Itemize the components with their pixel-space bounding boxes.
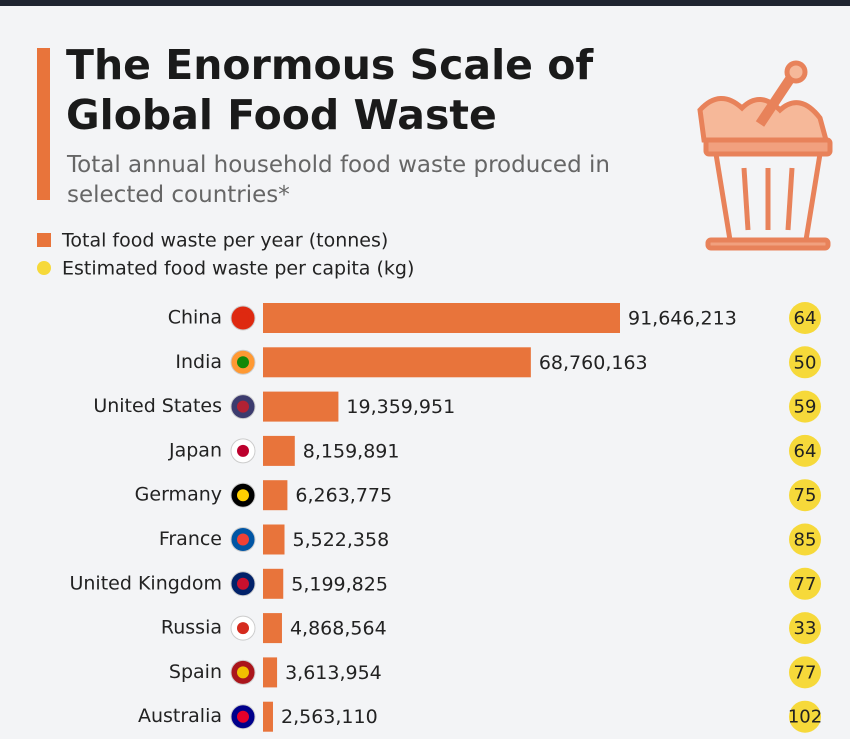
- bar: [263, 435, 295, 466]
- value-label: 4,868,564: [290, 618, 387, 640]
- value-label: 68,760,163: [539, 352, 648, 374]
- bar: [263, 303, 620, 333]
- category-label: Germany: [135, 484, 222, 506]
- category-label: Spain: [169, 661, 222, 683]
- value-label: 5,522,358: [293, 529, 390, 551]
- bar: [263, 701, 273, 732]
- per-capita-label: 102: [788, 707, 822, 728]
- flag: [237, 400, 249, 413]
- flag: [237, 533, 249, 546]
- value-label: 5,199,825: [291, 573, 388, 595]
- per-capita-dot: [789, 346, 821, 379]
- category-label: France: [159, 528, 222, 550]
- per-capita-label: 33: [794, 618, 817, 639]
- trash-icon: [697, 60, 833, 251]
- category-label: United States: [93, 395, 222, 417]
- legend-swatch: [37, 261, 51, 275]
- title-accent: [37, 48, 50, 200]
- chart-title: The Enormous Scale of Global Food Waste: [66, 41, 594, 139]
- per-capita-dot: [789, 523, 821, 556]
- flag: [237, 312, 249, 324]
- flag: [237, 444, 249, 457]
- flag: [237, 356, 249, 369]
- per-capita-dot: [789, 434, 821, 467]
- value-label: 6,263,775: [295, 485, 392, 507]
- per-capita-label: 77: [794, 662, 817, 683]
- bar: [263, 391, 339, 422]
- per-capita-label: 50: [794, 352, 817, 373]
- value-label: 19,359,951: [346, 396, 455, 418]
- per-capita-dot: [789, 479, 821, 512]
- bar: [263, 568, 284, 599]
- flag: [237, 710, 249, 723]
- category-label: Australia: [138, 705, 222, 727]
- category-label: India: [175, 351, 222, 373]
- per-capita-dot: [789, 612, 821, 645]
- flag: [237, 622, 249, 635]
- per-capita-label: 77: [794, 574, 817, 595]
- value-label: 2,563,110: [281, 706, 378, 728]
- per-capita-label: 64: [794, 441, 817, 462]
- category-label: United Kingdom: [69, 572, 222, 594]
- chart-subtitle: Total annual household food waste produc…: [67, 152, 610, 208]
- per-capita-label: 85: [794, 530, 817, 551]
- value-label: 8,159,891: [303, 440, 400, 462]
- per-capita-label: 75: [794, 485, 817, 506]
- flag: [237, 666, 249, 679]
- flag: [237, 577, 249, 590]
- category-label: China: [168, 307, 222, 329]
- legend-swatch: [37, 233, 51, 247]
- bar: [263, 657, 278, 688]
- bar: [263, 347, 531, 378]
- value-label: 91,646,213: [628, 308, 737, 330]
- bar: [263, 480, 288, 511]
- per-capita-dot: [789, 390, 821, 423]
- per-capita-dot: [789, 302, 821, 334]
- category-label: Japan: [168, 439, 222, 461]
- legend-label: Estimated food waste per capita (kg): [62, 258, 414, 280]
- legend-label: Total food waste per year (tonnes): [61, 230, 388, 252]
- flag: [237, 489, 249, 502]
- value-label: 3,613,954: [285, 662, 382, 684]
- bar: [263, 524, 285, 555]
- bar: [263, 613, 282, 644]
- per-capita-dot: [789, 567, 821, 600]
- per-capita-label: 59: [794, 397, 817, 418]
- top-band: [0, 0, 850, 6]
- per-capita-dot: [789, 656, 821, 689]
- category-label: Russia: [161, 617, 222, 639]
- per-capita-dot: [789, 700, 821, 733]
- per-capita-label: 64: [794, 308, 817, 329]
